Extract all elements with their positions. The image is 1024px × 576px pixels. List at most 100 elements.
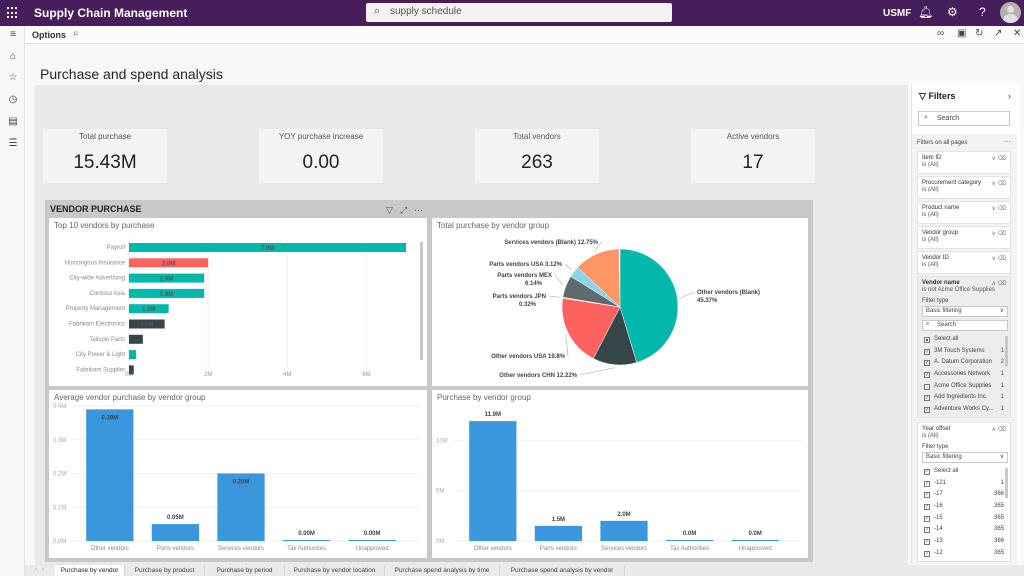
office-icon[interactable]: ▣: [957, 28, 967, 39]
tab-purchase-by-period[interactable]: Purchase by period: [205, 565, 285, 576]
filters-header: ▽ Filters: [919, 91, 955, 102]
checkbox[interactable]: ✓: [924, 515, 930, 522]
filter-option[interactable]: ✓ -15 365: [922, 513, 1006, 525]
filter-card-vendor-id[interactable]: Vendor ID is (All) ∨ ⌫: [917, 251, 1011, 274]
filter-card-product-name[interactable]: Product name is (All) ∨ ⌫: [917, 201, 1011, 224]
company-picker[interactable]: USMF: [883, 8, 912, 19]
filter-option[interactable]: Select all: [922, 334, 1006, 346]
close-icon[interactable]: ✕: [1013, 28, 1022, 39]
option-label: Accessories Network: [934, 371, 991, 378]
checkbox[interactable]: ✓: [924, 395, 930, 402]
bar: [129, 350, 137, 360]
expand-chevron-icon[interactable]: ∨ ⌫: [991, 206, 1006, 212]
option-label: 3M Touch Systems: [934, 347, 985, 354]
workspaces-icon[interactable]: ▤: [8, 116, 18, 127]
expand-chevron-icon[interactable]: ∨ ⌫: [991, 181, 1006, 187]
filter-state: is (All): [922, 262, 939, 268]
search-icon[interactable]: ⌕: [73, 28, 79, 39]
expand-chevron-icon[interactable]: ∨ ⌫: [991, 231, 1006, 237]
home-icon[interactable]: ⌂: [9, 51, 17, 62]
bell-icon[interactable]: 🔔︎: [918, 5, 934, 19]
tile-avg-vendor-purchase[interactable]: Average vendor purchase by vendor group …: [49, 390, 427, 558]
tab-purchase-by-product[interactable]: Purchase by product: [125, 565, 205, 576]
app-title[interactable]: Supply Chain Management: [34, 6, 188, 20]
filter-option[interactable]: ✓ -13 366: [922, 536, 1006, 548]
more-options-icon[interactable]: ⋯: [1004, 139, 1011, 146]
tab-purchase-by-vendor[interactable]: Purchase by vendor: [55, 565, 125, 576]
kpi-value: 17: [742, 152, 764, 173]
tile-purchase-by-group[interactable]: Purchase by vendor group 0M 5M 10M 11.9M Oth…: [432, 390, 808, 558]
collapse-chevron-icon[interactable]: ∧ ⌫: [991, 281, 1006, 287]
checkbox[interactable]: ✓: [924, 492, 930, 499]
filter-option[interactable]: ✓ Add Ingredients Inc. 1: [922, 392, 1006, 404]
checkbox[interactable]: ✓: [924, 360, 930, 367]
avatar[interactable]: [1000, 2, 1021, 23]
menu-icon[interactable]: ≡: [10, 29, 16, 40]
expand-chevron-icon[interactable]: ∨ ⌫: [991, 256, 1006, 262]
filter-option[interactable]: ✓ -12 365: [922, 548, 1006, 560]
filter-option[interactable]: ✓ -121 1: [922, 478, 1006, 490]
filter-option[interactable]: Acme Office Supplies 1: [922, 381, 1006, 393]
tab-next-icon[interactable]: ›: [42, 567, 44, 573]
slice-label: Other vendors (Blank): [697, 290, 760, 296]
option-label: -14: [934, 526, 943, 533]
checkbox[interactable]: [924, 337, 930, 343]
filter-card-vendor-group[interactable]: Vendor group is (All) ∨ ⌫: [917, 226, 1011, 249]
filter-option[interactable]: ✓ -14 365: [922, 524, 1006, 536]
filter-card-item-id[interactable]: Item ID is (All) ∨ ⌫: [917, 151, 1011, 174]
filter-name: Year offset: [922, 426, 951, 432]
gear-icon[interactable]: ⚙: [947, 5, 958, 19]
focus-mode-icon[interactable]: ⤢: [400, 205, 408, 215]
checkbox[interactable]: [924, 383, 930, 390]
tab-spend-analysis-by-vendor[interactable]: Purchase spend analysis by vendor: [500, 565, 625, 576]
refresh-icon[interactable]: ↻: [975, 28, 984, 39]
kpi-label: Active vendors: [726, 132, 780, 141]
modules-icon[interactable]: ☰: [8, 138, 18, 149]
recent-icon[interactable]: ◷: [8, 94, 18, 105]
expand-chevron-icon[interactable]: ∨ ⌫: [991, 156, 1006, 162]
vendor-search-input[interactable]: ⌕ Search: [922, 320, 1008, 331]
filter-option[interactable]: ✓ A. Datum Corporation 2: [922, 357, 1006, 369]
checkbox[interactable]: ✓: [924, 372, 930, 379]
favorites-icon[interactable]: ☆: [8, 72, 18, 83]
filter-icon[interactable]: ▽: [386, 205, 393, 215]
tile-top10-vendors[interactable]: Top 10 vendors by purchase 0M 2M 4M 6M Payro…: [49, 218, 427, 386]
filter-option[interactable]: ✓ 3M Touch Systems 1: [922, 346, 1006, 358]
options-button[interactable]: Options: [32, 30, 66, 40]
collapse-chevron-icon[interactable]: ›: [1008, 91, 1011, 101]
checkbox[interactable]: ✓: [924, 527, 930, 534]
tab-spend-analysis-by-time[interactable]: Purchase spend analysis by time: [385, 565, 500, 576]
filter-option[interactable]: ✓ Select all: [922, 466, 1006, 478]
filter-card-year-offset[interactable]: Year offset is (All) ∧ ⌫ Filter type Bas…: [917, 422, 1011, 562]
filter-option[interactable]: ✓ -16 365: [922, 501, 1006, 513]
checkbox[interactable]: ✓: [924, 348, 930, 355]
checkbox[interactable]: ✓: [924, 550, 930, 557]
filter-type-select[interactable]: Basic filtering ∨: [922, 452, 1008, 463]
tab-prev-icon[interactable]: ‹: [35, 567, 37, 573]
scrollbar[interactable]: [1005, 468, 1008, 498]
checkbox[interactable]: ✓: [924, 407, 930, 414]
waffle-icon[interactable]: [7, 7, 19, 19]
filter-type-select[interactable]: Basic filtering ∨: [922, 306, 1008, 317]
tile-vendor-group-pie[interactable]: Total purchase by vendor group Other ven…: [432, 218, 808, 386]
filter-option[interactable]: ✓ Adventure Works Cy... 1: [922, 404, 1006, 416]
checkbox[interactable]: ✓: [924, 504, 930, 511]
open-new-icon[interactable]: ↗: [994, 28, 1003, 39]
pie-slice: [619, 248, 679, 363]
checkbox[interactable]: ✓: [924, 480, 930, 487]
global-search-input[interactable]: ⌕ supply schedule: [366, 3, 672, 22]
filters-search-input[interactable]: ⌕ Search: [918, 111, 1010, 126]
link-icon[interactable]: ∞: [937, 28, 945, 39]
filter-option[interactable]: ✓ Accessories Network 1: [922, 369, 1006, 381]
scrollbar[interactable]: [1005, 336, 1008, 366]
checkbox[interactable]: ✓: [924, 469, 930, 475]
filter-card-procurement-category[interactable]: Procurement category is (All) ∨ ⌫: [917, 176, 1011, 199]
checkbox[interactable]: ✓: [924, 539, 930, 546]
filter-option[interactable]: ✓ -17 366: [922, 489, 1006, 501]
collapse-chevron-icon[interactable]: ∧ ⌫: [991, 427, 1006, 433]
more-options-icon[interactable]: ⋯: [414, 205, 423, 215]
filter-card-vendor-name[interactable]: Vendor name is not Acme Office Supplies …: [917, 276, 1011, 418]
tab-purchase-by-vendor-location[interactable]: Purchase by vendor location: [285, 565, 385, 576]
year-offset-list: ✓ Select all ✓ -121 1 ✓ -17 366 ✓ -16 365 ✓ -15 365 ✓ -…: [922, 466, 1008, 560]
help-icon[interactable]: ?: [979, 5, 986, 19]
